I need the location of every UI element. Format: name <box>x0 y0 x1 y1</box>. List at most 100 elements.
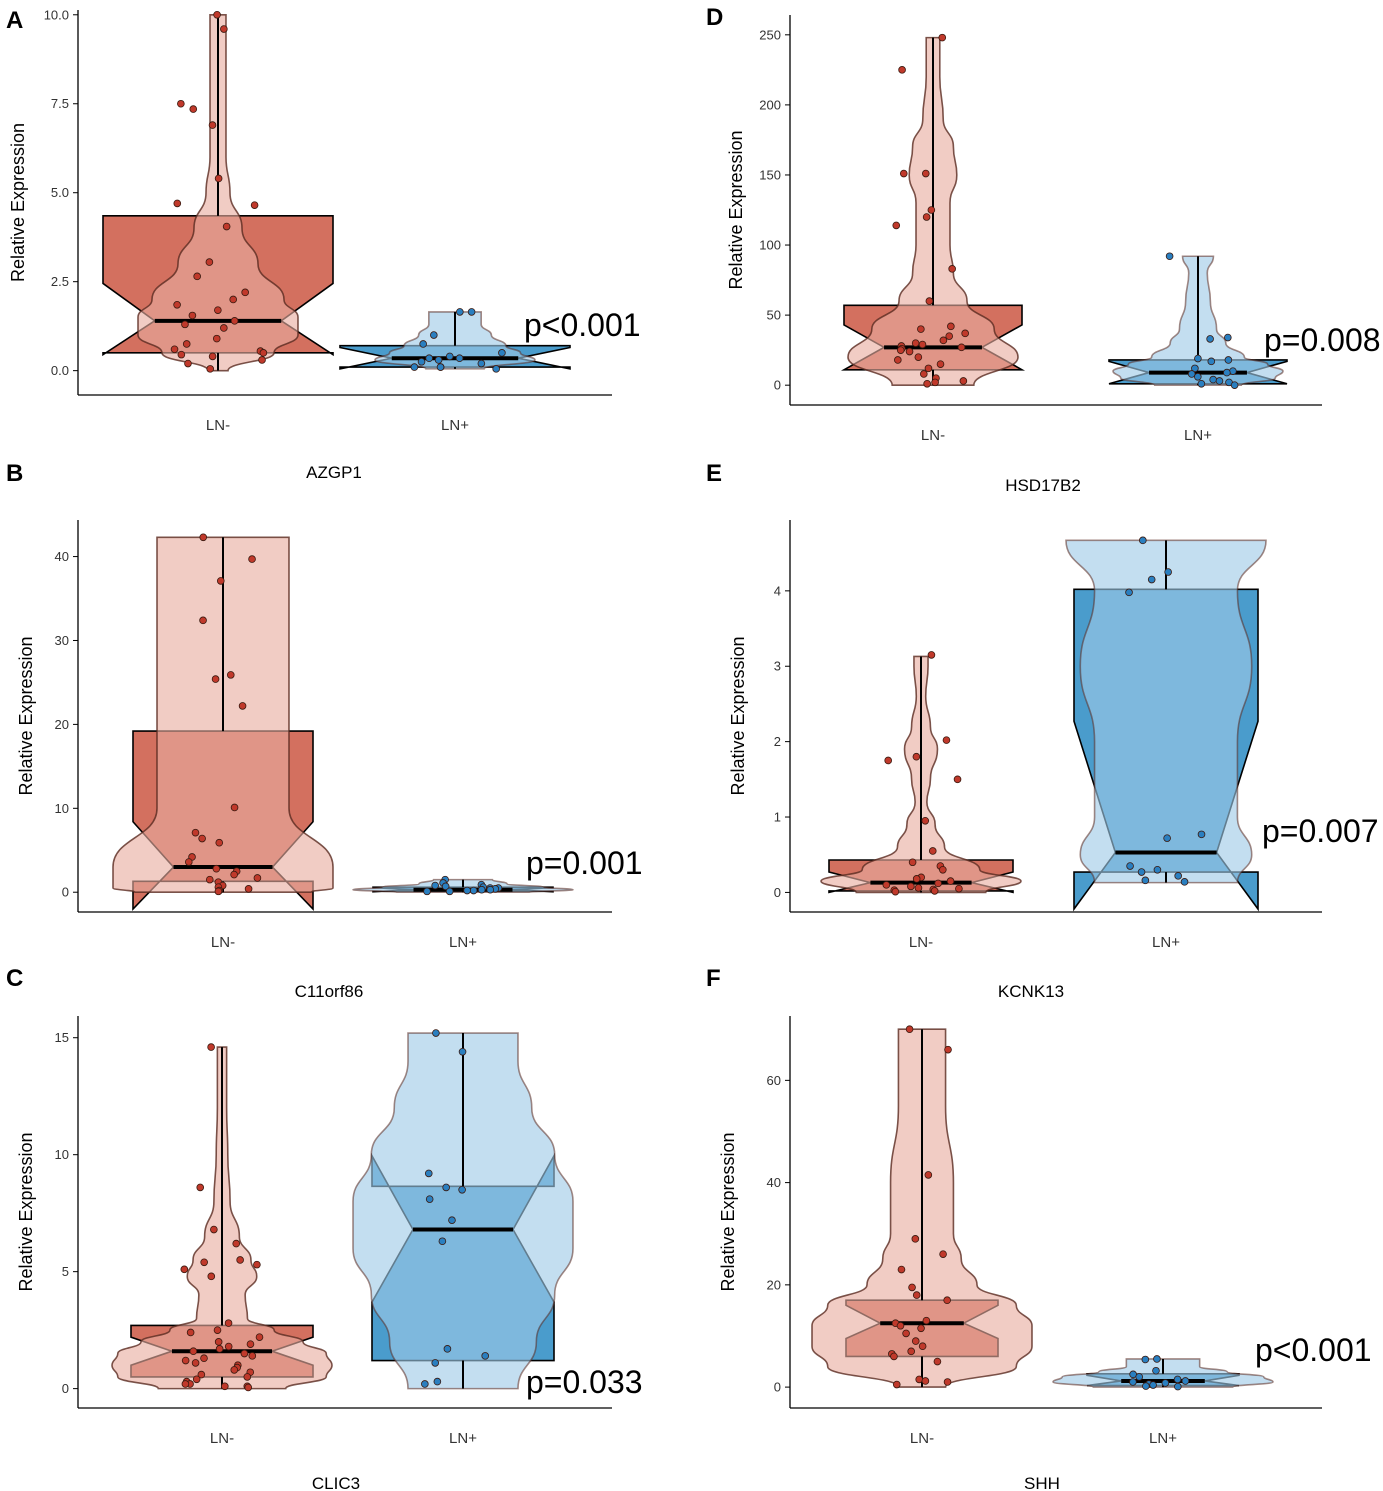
group-ln-neg: LN- <box>811 1025 1033 1447</box>
group-ln-pos: LN+ <box>352 875 574 951</box>
data-point <box>477 885 486 894</box>
gene-label: AZGP1 <box>306 463 362 482</box>
data-point <box>1230 381 1239 389</box>
data-point <box>1174 1382 1182 1391</box>
group-ln-neg: LN- <box>111 1043 333 1447</box>
data-point <box>431 881 439 890</box>
data-point <box>899 169 908 178</box>
data-point <box>443 1345 452 1353</box>
x-category-label: LN+ <box>1152 934 1180 951</box>
gene-label: C11orf86 <box>295 982 364 1001</box>
data-point <box>230 803 239 812</box>
x-category-label: LN- <box>206 417 230 434</box>
panel-letter: F <box>706 965 721 992</box>
data-point <box>892 1380 901 1389</box>
group-ln-neg: LN- <box>112 533 334 951</box>
data-point <box>1187 370 1196 378</box>
y-tick-label: 0 <box>62 885 69 900</box>
y-tick-label: 10 <box>55 1147 69 1162</box>
data-point <box>943 1296 951 1304</box>
data-point <box>1149 1381 1157 1389</box>
data-point <box>1142 1382 1150 1390</box>
data-point <box>1206 335 1214 343</box>
data-point <box>939 865 947 874</box>
data-point <box>224 1342 233 1351</box>
data-point <box>229 295 238 304</box>
data-point <box>181 1356 190 1365</box>
y-tick-label: 2.5 <box>51 274 69 289</box>
data-point <box>214 1338 223 1346</box>
data-point <box>244 1383 253 1392</box>
data-point <box>959 377 968 385</box>
data-point <box>213 1326 222 1334</box>
y-tick-label: 5.0 <box>51 185 69 200</box>
data-point <box>1141 1355 1150 1364</box>
data-point <box>230 870 238 879</box>
data-point <box>186 1328 195 1337</box>
data-point <box>199 533 208 542</box>
data-point <box>189 105 198 113</box>
data-point <box>441 882 450 891</box>
data-point <box>213 10 221 19</box>
y-tick-label: 20 <box>767 1277 781 1292</box>
data-point <box>248 1352 257 1360</box>
data-point <box>902 1329 910 1338</box>
data-point <box>182 340 191 348</box>
data-point <box>920 370 928 378</box>
data-point <box>259 349 268 357</box>
data-point <box>922 1316 931 1325</box>
data-point <box>170 345 179 354</box>
data-point <box>898 66 906 74</box>
y-tick-label: 250 <box>759 27 781 42</box>
data-point <box>882 881 891 889</box>
data-point <box>211 675 220 683</box>
panel-letter: C <box>6 965 23 992</box>
data-point <box>914 884 923 892</box>
panel-d: D 0 50 100 150 200 250 Relative Expression LN- LN… <box>706 4 1381 495</box>
y-tick-label: 40 <box>767 1175 781 1190</box>
data-point <box>915 1375 924 1384</box>
data-point <box>1224 333 1232 342</box>
data-point <box>492 365 500 373</box>
data-point <box>1164 568 1172 576</box>
y-tick-label: 2 <box>774 734 781 749</box>
y-axis-label: Relative Expression <box>726 130 746 289</box>
data-point <box>1197 379 1206 388</box>
data-point <box>1194 372 1202 381</box>
y-axis-label: Relative Expression <box>728 636 748 795</box>
panel-b: B 0 10 20 30 40 Relative Expression LN- LN+ C11or… <box>6 460 643 1001</box>
x-category-label: LN- <box>910 1430 934 1447</box>
y-tick-label: 0 <box>62 1381 69 1396</box>
panel-c: C 0 5 10 15 Relative Expression LN- LN+ CLIC3 p=0… <box>6 965 643 1491</box>
y-axis-label: Relative Expression <box>16 636 36 795</box>
data-point <box>1191 364 1199 373</box>
data-point <box>173 301 181 309</box>
data-point <box>214 306 222 314</box>
data-point <box>456 308 464 316</box>
y-tick-label: 4 <box>774 583 781 598</box>
data-point <box>1180 878 1189 886</box>
data-point <box>1141 876 1150 885</box>
data-point <box>238 702 247 710</box>
group-ln-pos: LN+ <box>339 308 571 434</box>
data-point <box>469 886 478 895</box>
data-point <box>230 1366 239 1374</box>
data-point <box>1207 357 1216 366</box>
data-point <box>243 1373 252 1381</box>
panel-letter: B <box>6 460 23 487</box>
data-point <box>431 1359 440 1367</box>
data-point <box>927 206 936 214</box>
p-value-label: p<0.001 <box>524 307 641 343</box>
y-tick-label: 10.0 <box>44 7 69 22</box>
data-point <box>184 359 192 368</box>
y-tick-label: 0.0 <box>51 363 69 378</box>
y-tick-label: 200 <box>759 97 781 112</box>
data-point <box>445 352 454 361</box>
data-point <box>911 339 920 347</box>
data-point <box>1125 588 1133 597</box>
data-point <box>463 886 471 895</box>
group-ln-pos: LN+ <box>352 1029 574 1447</box>
data-point <box>222 222 231 231</box>
data-point <box>1153 865 1162 874</box>
x-category-label: LN- <box>211 934 235 951</box>
